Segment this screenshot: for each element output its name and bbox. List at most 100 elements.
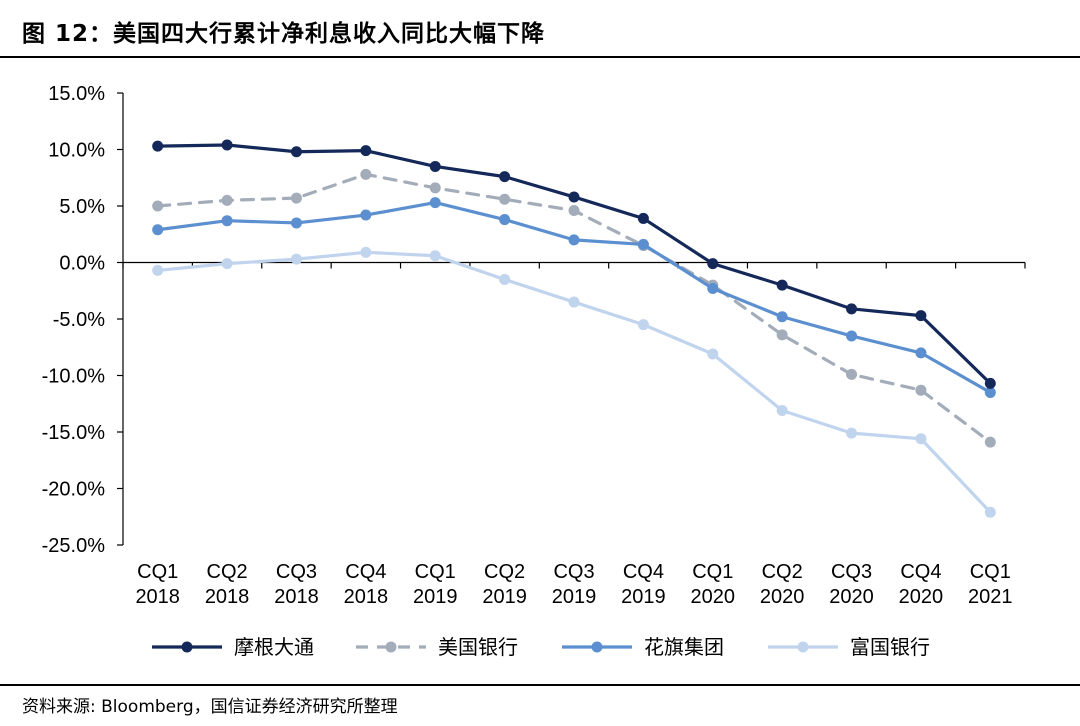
x-tick-label: CQ4 <box>345 561 386 583</box>
legend-item-2: 美国银行 <box>356 635 518 659</box>
y-tick-label: 5.0% <box>59 196 105 218</box>
x-tick-label-year: 2018 <box>344 586 389 608</box>
y-tick-label: 15.0% <box>48 83 105 105</box>
y-tick-label: -5.0% <box>53 309 105 331</box>
data-point <box>360 145 372 157</box>
y-axis: 15.0% 10.0% 5.0% 0.0% -5.0% -10.0% -15.0% -20.0… <box>42 83 124 557</box>
data-point <box>429 250 441 262</box>
x-tick-label-year: 2020 <box>760 586 805 608</box>
legend-swatch-marker <box>181 641 193 653</box>
figure-title: 图 12：美国四大行累计净利息收入同比大幅下降 <box>22 21 546 47</box>
x-tick-label: CQ2 <box>762 561 803 583</box>
series-2 <box>152 168 996 448</box>
data-point <box>984 377 996 389</box>
x-tick-label: CQ2 <box>484 561 525 583</box>
data-point <box>915 384 927 396</box>
x-tick-label-year: 2018 <box>135 586 180 608</box>
data-point <box>152 224 164 236</box>
legend-item-4: 富国银行 <box>768 635 930 659</box>
data-point <box>915 347 927 359</box>
x-tick-label-year: 2019 <box>482 586 527 608</box>
figure-title-bar: 图 12：美国四大行累计净利息收入同比大幅下降 <box>0 0 1080 58</box>
data-point <box>568 296 580 308</box>
data-point <box>707 258 719 270</box>
x-tick-label: CQ1 <box>692 561 733 583</box>
data-point <box>776 405 788 417</box>
x-tick-label: CQ3 <box>831 561 872 583</box>
data-point <box>776 311 788 323</box>
data-point <box>152 140 164 152</box>
data-point <box>846 330 858 342</box>
x-tick-label: CQ1 <box>970 561 1011 583</box>
x-tick-label: CQ3 <box>276 561 317 583</box>
series-4 <box>152 246 996 518</box>
data-point <box>429 182 441 194</box>
x-tick-label-year: 2020 <box>829 586 874 608</box>
legend-item-3: 花旗集团 <box>562 635 724 659</box>
data-point <box>707 282 719 294</box>
x-tick-label: CQ1 <box>137 561 178 583</box>
data-point <box>568 234 580 246</box>
y-tick-label: -15.0% <box>42 422 106 444</box>
data-point <box>637 238 649 250</box>
legend-item-1: 摩根大通 <box>152 635 314 659</box>
data-point <box>290 146 302 158</box>
data-point <box>568 205 580 217</box>
legend-swatch-marker <box>385 641 397 653</box>
x-tick-label: CQ4 <box>900 561 941 583</box>
series-layer <box>152 139 996 518</box>
data-point <box>152 264 164 276</box>
x-tick-label-year: 2021 <box>968 586 1013 608</box>
series-line <box>156 250 992 514</box>
x-tick-label: CQ4 <box>623 561 664 583</box>
x-tick-label: CQ3 <box>553 561 594 583</box>
data-point <box>846 427 858 439</box>
data-point <box>360 246 372 258</box>
legend-label: 美国银行 <box>438 635 518 659</box>
x-tick-label-year: 2020 <box>691 586 736 608</box>
legend-label: 富国银行 <box>850 635 930 659</box>
data-point <box>568 191 580 203</box>
legend-swatch-marker <box>797 641 809 653</box>
legend-label: 花旗集团 <box>644 635 724 659</box>
x-tick-label: CQ1 <box>415 561 456 583</box>
series-1 <box>152 139 996 389</box>
x-tick-label-year: 2019 <box>413 586 458 608</box>
legend-label: 摩根大通 <box>234 635 314 659</box>
data-point <box>152 200 164 212</box>
x-tick-label-year: 2018 <box>205 586 250 608</box>
x-axis: CQ1 2018 CQ2 2018 CQ3 2018 CQ4 2018 CQ1 2019 CQ2 20… <box>122 261 1026 608</box>
x-tick-label-year: 2018 <box>274 586 319 608</box>
data-point <box>915 433 927 445</box>
y-tick-label: 10.0% <box>48 140 105 162</box>
data-point <box>360 168 372 180</box>
data-point <box>846 303 858 315</box>
data-point <box>984 436 996 448</box>
data-point <box>499 214 511 226</box>
data-point <box>429 197 441 209</box>
data-point <box>290 217 302 229</box>
data-point <box>360 209 372 221</box>
source-footer: 资料来源: Bloomberg，国信证券经济研究所整理 <box>0 684 1080 726</box>
legend-swatch-marker <box>591 641 603 653</box>
data-point <box>290 192 302 204</box>
line-chart: 15.0% 10.0% 5.0% 0.0% -5.0% -10.0% -15.0% -20.0… <box>42 83 1026 659</box>
data-point <box>776 279 788 291</box>
data-point <box>499 193 511 205</box>
x-tick-label-year: 2019 <box>621 586 666 608</box>
data-point <box>707 348 719 360</box>
data-point <box>290 253 302 265</box>
data-point <box>984 386 996 398</box>
data-point <box>846 368 858 380</box>
y-tick-label: -20.0% <box>42 479 106 501</box>
y-tick-label: -25.0% <box>42 535 106 557</box>
data-point <box>429 160 441 172</box>
x-tick-label: CQ2 <box>207 561 248 583</box>
data-point <box>984 506 996 518</box>
y-tick-label: 0.0% <box>59 253 105 275</box>
data-point <box>776 329 788 341</box>
data-point <box>221 215 233 227</box>
data-point <box>637 212 649 224</box>
x-tick-label-year: 2019 <box>552 586 597 608</box>
data-point <box>221 258 233 270</box>
